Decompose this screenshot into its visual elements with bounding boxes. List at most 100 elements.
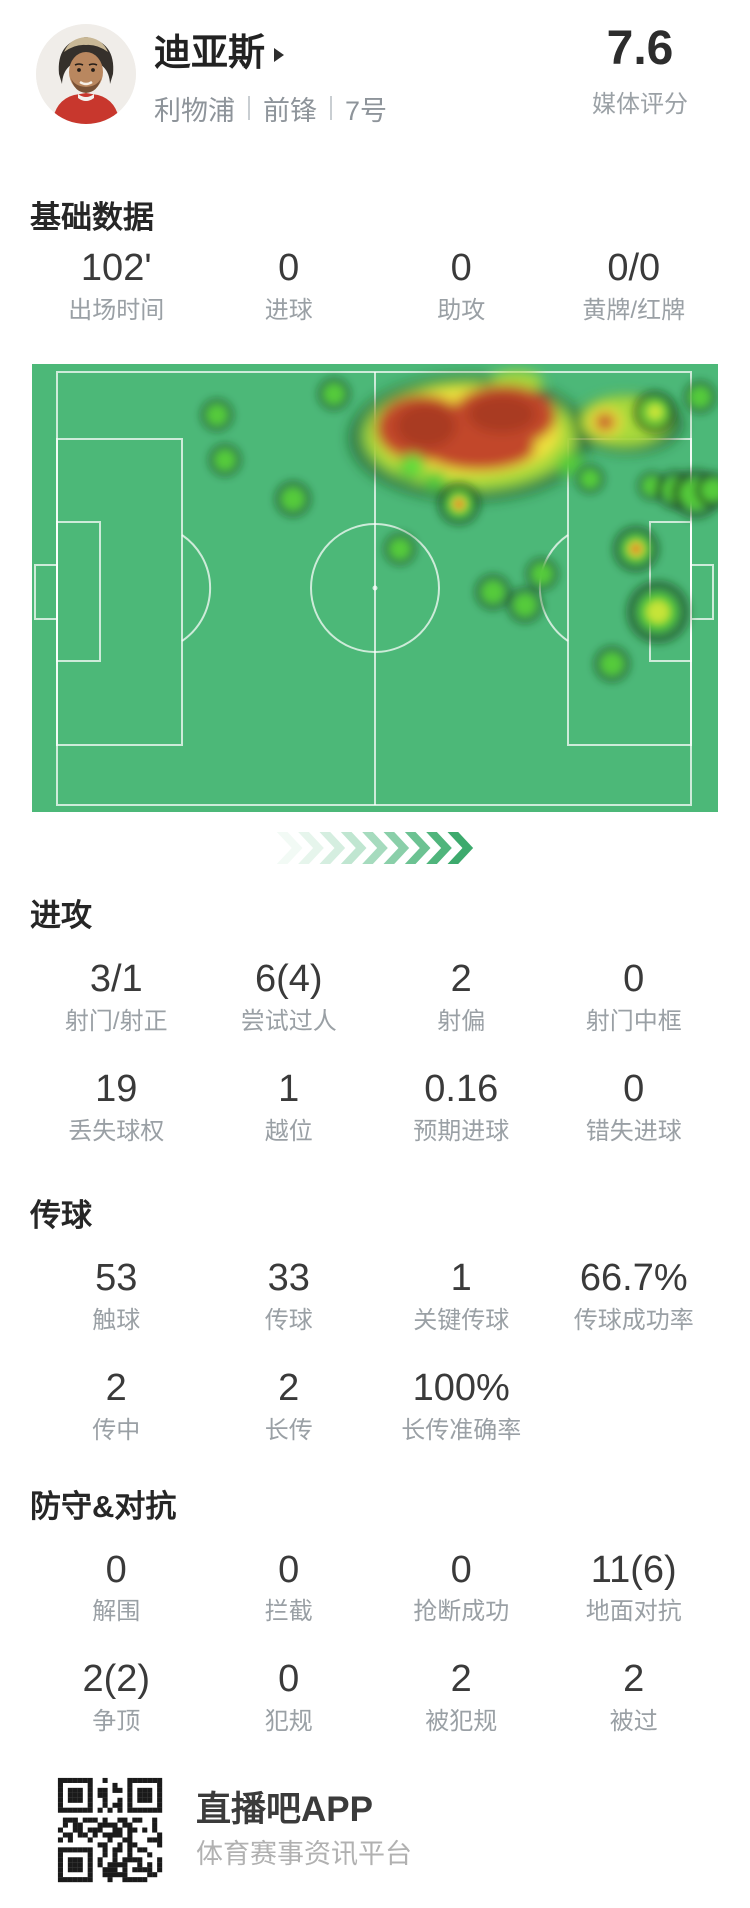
stats-grid-attack: 3/1 射门/射正 6(4) 尝试过人 2 射偏 0 射门中框 19 丢失球权 …: [0, 957, 750, 1145]
stat-cell: 0 犯规: [203, 1660, 376, 1734]
stat-label: 传球成功率: [573, 1307, 694, 1335]
stat-cell: 11(6) 地面对抗: [548, 1550, 721, 1626]
stat-value: 1: [450, 1257, 472, 1300]
stat-value: 0: [278, 247, 300, 290]
stat-label: 丢失球权: [68, 1117, 165, 1145]
qr-code: [48, 1768, 172, 1892]
avatar[interactable]: [36, 24, 136, 124]
player-position: 前锋: [263, 95, 317, 126]
stat-value: 1: [278, 1067, 300, 1110]
stat-value: 0.16: [424, 1067, 499, 1110]
stat-cell: 0 拦截: [203, 1548, 376, 1626]
meta-separator: [330, 96, 332, 121]
stat-cell: 2 长传: [203, 1368, 376, 1444]
stat-label: 预期进球: [413, 1117, 510, 1145]
stat-label: 被过: [609, 1708, 658, 1736]
player-link-arrow-icon: [274, 48, 284, 63]
stat-label: 黄牌/红牌: [582, 297, 686, 325]
stat-cell: 2 射偏: [375, 957, 548, 1035]
attack-direction: [0, 832, 750, 865]
stat-cell: 0.16 预期进球: [375, 1067, 548, 1145]
stat-value: 6(4): [254, 957, 323, 1000]
stat-cell: 3/1 射门/射正: [30, 957, 203, 1035]
stat-cell: 2 被过: [548, 1660, 721, 1734]
footer: 直播吧APP 体育赛事资讯平台: [48, 1768, 750, 1892]
stat-label: 错失进球: [585, 1117, 682, 1145]
stat-label: 传中: [92, 1416, 141, 1444]
stat-cell: 53 触球: [30, 1257, 203, 1335]
stat-value: 0: [278, 1548, 300, 1591]
app-tagline: 体育赛事资讯平台: [196, 1838, 412, 1869]
stat-value: 66.7%: [579, 1257, 688, 1300]
footer-text: 直播吧APP 体育赛事资讯平台: [196, 1791, 412, 1869]
stat-cell: 0 进球: [203, 247, 376, 325]
heatmap: [32, 364, 718, 813]
stat-label: 长传: [264, 1416, 313, 1444]
stat-label: 传球: [264, 1307, 313, 1335]
player-photo: [36, 24, 136, 124]
stat-value: 2: [450, 1658, 472, 1701]
stat-cell: 2 被犯规: [375, 1660, 548, 1734]
stat-value: 19: [95, 1067, 138, 1110]
pitch: [32, 364, 718, 813]
stat-label: 触球: [92, 1307, 141, 1335]
stat-value: 0: [450, 247, 472, 290]
stat-value: 0: [623, 957, 645, 1000]
stat-value: 0: [450, 1548, 472, 1591]
stat-label: 射门中框: [585, 1007, 682, 1035]
stat-cell: 6(4) 尝试过人: [203, 957, 376, 1035]
stat-cell: 33 传球: [203, 1257, 376, 1335]
stat-value: 53: [95, 1257, 138, 1300]
stat-value: 33: [267, 1257, 310, 1300]
stat-cell: 0 解围: [30, 1548, 203, 1625]
stat-label: 尝试过人: [240, 1007, 337, 1035]
stat-cell: 1 越位: [203, 1067, 376, 1145]
stat-value: 0/0: [607, 247, 661, 290]
player-name-row[interactable]: 迪亚斯: [154, 32, 560, 75]
stat-value: 3/1: [89, 957, 143, 1000]
stat-cell: 2 传中: [30, 1367, 203, 1444]
stats-grid-defense: 0 解围 0 拦截 0 抢断成功 11(6) 地面对抗 2(2) 争顶 0 犯规…: [0, 1548, 750, 1735]
stat-value: 0: [623, 1067, 645, 1110]
stat-value: 2: [105, 1367, 127, 1410]
stat-cell: 100% 长传准确率: [375, 1367, 548, 1444]
section-title-attack: 进攻: [30, 898, 92, 934]
stat-cell: 0 抢断成功: [375, 1548, 548, 1625]
heat-layer: [200, 371, 718, 683]
stat-value: 2: [450, 957, 472, 1000]
app-name: 直播吧APP: [196, 1790, 373, 1830]
stat-label: 犯规: [264, 1708, 313, 1736]
stat-value: 2: [623, 1658, 645, 1701]
stat-cell: 66.7% 传球成功率: [548, 1257, 721, 1335]
stat-label: 地面对抗: [585, 1598, 682, 1626]
team-name: 利物浦: [154, 95, 235, 126]
stat-label: 进球: [264, 297, 313, 325]
stat-value: 0: [278, 1658, 300, 1701]
stat-label: 争顶: [92, 1708, 141, 1736]
stat-label: 射门/射正: [64, 1007, 168, 1035]
header: 迪亚斯 利物浦 前锋 7号 7.6 媒体评分: [0, 0, 750, 128]
stat-value: 2(2): [82, 1658, 151, 1701]
player-info: 迪亚斯 利物浦 前锋 7号: [154, 24, 560, 128]
stats-grid-basic: 102' 出场时间 0 进球 0 助攻 0/0 黄牌/红牌: [0, 247, 750, 325]
stat-value: 0: [105, 1548, 127, 1591]
stat-label: 关键传球: [413, 1307, 510, 1335]
stat-label: 助攻: [437, 297, 486, 325]
stat-label: 出场时间: [68, 297, 165, 325]
section-title-defense: 防守&对抗: [30, 1488, 177, 1524]
stat-value: 100%: [412, 1367, 510, 1410]
stat-label: 拦截: [264, 1598, 313, 1626]
stat-label: 长传准确率: [401, 1416, 522, 1444]
stat-cell: 2(2) 争顶: [30, 1660, 203, 1734]
stat-label: 越位: [264, 1117, 313, 1145]
stat-label: 被犯规: [425, 1708, 498, 1736]
stat-cell: 1 关键传球: [375, 1257, 548, 1335]
stat-cell: 0 错失进球: [548, 1067, 721, 1145]
attack-direction-chevrons-icon: [276, 832, 474, 865]
section-title-passing: 传球: [30, 1197, 92, 1233]
stat-label: 射偏: [437, 1007, 486, 1035]
stats-grid-passing: 53 触球 33 传球 1 关键传球 66.7% 传球成功率 2 传中 2 长传…: [0, 1257, 750, 1444]
stat-cell: 19 丢失球权: [30, 1067, 203, 1145]
media-rating-value: 7.6: [606, 22, 674, 75]
